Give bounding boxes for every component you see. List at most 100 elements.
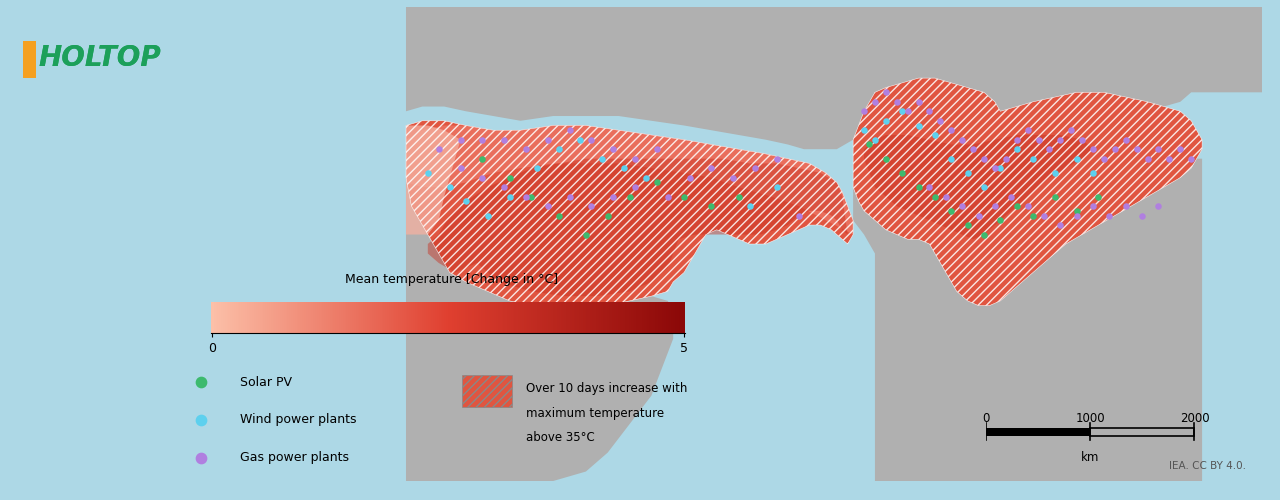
Point	[1018, 202, 1038, 210]
Point	[1001, 192, 1021, 200]
Point	[646, 145, 667, 153]
Point	[957, 169, 978, 177]
Point	[538, 202, 558, 210]
Point	[526, 164, 547, 172]
Text: 0: 0	[982, 412, 989, 424]
Point	[1066, 207, 1087, 215]
Point	[417, 169, 438, 177]
Point	[952, 202, 973, 210]
Point	[887, 98, 908, 106]
Point	[548, 212, 568, 220]
Polygon shape	[852, 78, 1202, 306]
Point	[745, 164, 765, 172]
Point	[494, 183, 515, 191]
Text: Solar PV: Solar PV	[239, 376, 292, 388]
Point	[854, 126, 874, 134]
Point	[1160, 154, 1180, 162]
Point	[1181, 154, 1202, 162]
Polygon shape	[428, 158, 847, 296]
Point	[581, 202, 602, 210]
Text: Gas power plants: Gas power plants	[239, 451, 348, 464]
Point	[984, 164, 1005, 172]
Point	[892, 169, 913, 177]
Point	[477, 212, 498, 220]
Point	[1083, 169, 1103, 177]
Point	[909, 122, 929, 130]
Point	[1023, 212, 1043, 220]
Point	[1116, 202, 1137, 210]
Point	[559, 192, 580, 200]
Point	[941, 207, 961, 215]
Point	[876, 117, 896, 125]
Point	[740, 202, 760, 210]
Point	[1100, 212, 1120, 220]
Point	[859, 140, 879, 148]
Point	[909, 183, 929, 191]
Polygon shape	[406, 7, 1262, 149]
Point	[499, 174, 520, 182]
Point	[625, 183, 645, 191]
Text: IEA. CC BY 4.0.: IEA. CC BY 4.0.	[1169, 460, 1245, 470]
Point	[919, 183, 940, 191]
Bar	[23, 41, 36, 78]
Point	[854, 108, 874, 116]
Point	[625, 154, 645, 162]
Point	[614, 164, 635, 172]
Point	[1006, 136, 1027, 143]
Point	[559, 126, 580, 134]
Point	[456, 198, 476, 205]
Point	[1093, 154, 1114, 162]
Point	[963, 145, 983, 153]
Point	[472, 136, 493, 143]
Point	[1044, 192, 1065, 200]
Point	[1006, 202, 1027, 210]
Point	[1066, 212, 1087, 220]
Point	[673, 192, 694, 200]
Point	[658, 192, 678, 200]
Point	[516, 192, 536, 200]
Point	[439, 183, 460, 191]
Polygon shape	[406, 178, 673, 481]
Point	[991, 216, 1011, 224]
Point	[451, 164, 471, 172]
Point	[767, 154, 787, 162]
Text: Over 10 days increase with: Over 10 days increase with	[526, 382, 687, 395]
Point	[1018, 126, 1038, 134]
Polygon shape	[406, 121, 852, 310]
Point	[1039, 145, 1060, 153]
Point	[1132, 212, 1152, 220]
Point	[865, 98, 886, 106]
Point	[941, 126, 961, 134]
Point	[1105, 145, 1125, 153]
Point	[892, 108, 913, 116]
Point	[974, 154, 995, 162]
Text: HOLTOP: HOLTOP	[38, 44, 161, 72]
Point	[1083, 202, 1103, 210]
Point	[876, 154, 896, 162]
Point	[701, 164, 722, 172]
Text: Mean temperature [Change in °C]: Mean temperature [Change in °C]	[344, 273, 558, 286]
Point	[472, 154, 493, 162]
Point	[876, 88, 896, 96]
Point	[728, 192, 749, 200]
Point	[1061, 126, 1082, 134]
Point	[701, 202, 722, 210]
Bar	[1091, 428, 1194, 436]
Text: 1000: 1000	[1075, 412, 1105, 424]
Point	[451, 136, 471, 143]
Point	[680, 174, 700, 182]
Point	[931, 117, 951, 125]
Point	[1170, 145, 1190, 153]
Point	[191, 378, 211, 386]
Point	[1083, 145, 1103, 153]
Point	[646, 178, 667, 186]
Polygon shape	[852, 158, 1202, 481]
Point	[897, 108, 918, 116]
Point	[516, 145, 536, 153]
Point	[636, 174, 657, 182]
Point	[991, 164, 1011, 172]
Text: km: km	[1080, 450, 1100, 464]
Point	[919, 108, 940, 116]
Point	[548, 145, 568, 153]
Point	[941, 154, 961, 162]
